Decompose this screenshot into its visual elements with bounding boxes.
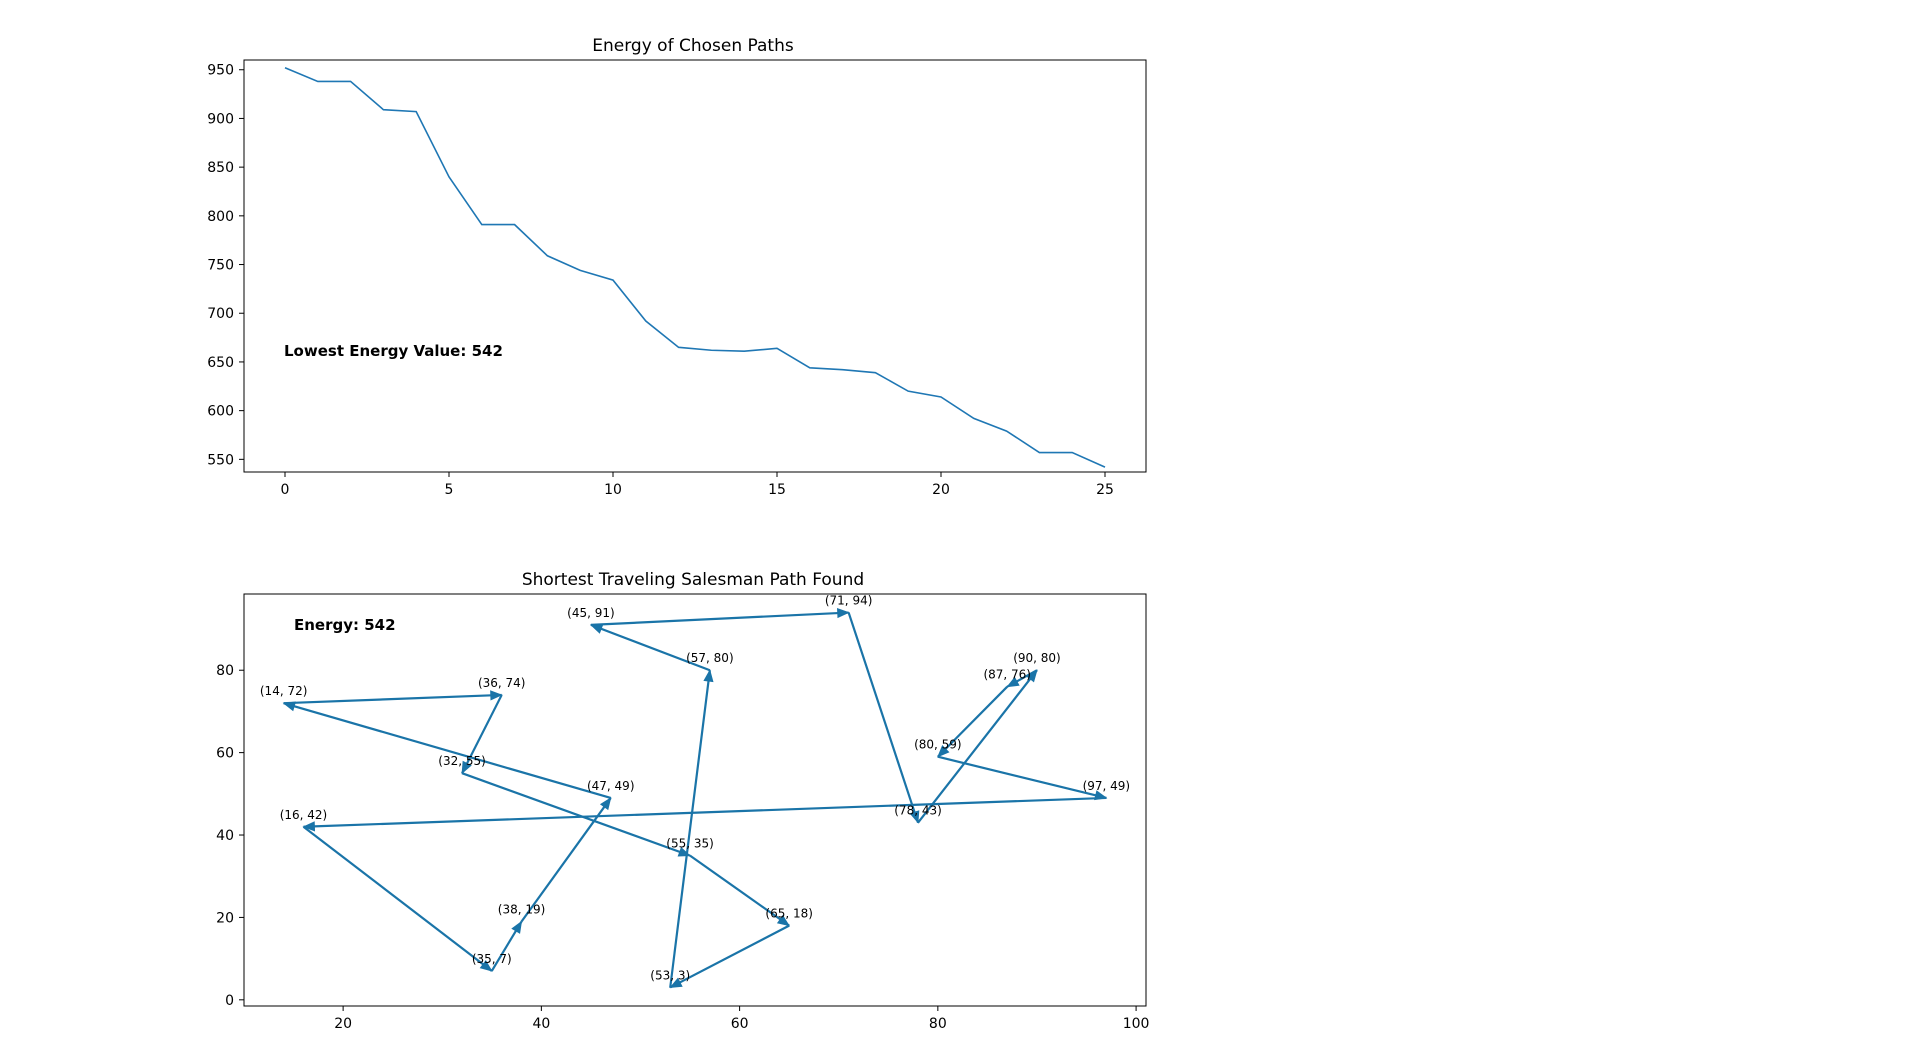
energy-chart-frame <box>243 59 1147 473</box>
path-arrowhead <box>479 960 493 972</box>
tsp-y-tick-label: 80 <box>216 663 234 679</box>
energy-chart-y-axis: 550 600 650 700 750 800 850 900 950 <box>207 63 244 468</box>
path-segment <box>669 924 790 989</box>
energy-y-tick-label: 800 <box>207 209 234 225</box>
point-label: (53, 3) <box>650 968 690 982</box>
point-label: (45, 91) <box>567 606 615 620</box>
energy-y-tick-label: 900 <box>207 111 234 127</box>
path-arrowhead <box>937 745 950 758</box>
tsp-y-tick-label: 0 <box>225 993 234 1009</box>
energy-x-tick-label: 10 <box>604 482 622 498</box>
path-arrowhead <box>909 810 920 824</box>
path-arrowhead <box>669 977 683 988</box>
tsp-y-tick-label: 20 <box>216 910 234 926</box>
path-segment <box>937 755 1107 800</box>
energy-y-tick-label: 750 <box>207 258 234 274</box>
tsp-chart-title: Shortest Traveling Salesman Path Found <box>522 570 864 590</box>
energy-y-tick-label: 650 <box>207 355 234 371</box>
energy-y-tick-label: 700 <box>207 306 234 322</box>
path-segment <box>302 825 493 972</box>
energy-chart: Energy of Chosen Paths 0 5 10 15 20 25 550 600… <box>207 36 1147 498</box>
tsp-point-labels: (45, 91) (71, 94) (57, 80) (90, 80) (87, 76)… <box>260 594 1130 983</box>
path-segment <box>917 669 1038 824</box>
point-label: (57, 80) <box>686 651 734 665</box>
energy-annotation: Energy: 542 <box>294 616 396 634</box>
path-segment <box>847 612 920 824</box>
path-arrowhead <box>776 914 791 927</box>
energy-x-tick-label: 5 <box>445 482 454 498</box>
tsp-path-chart: Shortest Traveling Salesman Path Found 2… <box>216 570 1149 1032</box>
energy-y-tick-label: 600 <box>207 404 234 420</box>
path-arrowhead <box>511 920 523 934</box>
path-segment <box>283 702 612 799</box>
path-segment <box>590 623 711 672</box>
path-segment <box>669 670 711 988</box>
point-label: (35, 7) <box>472 952 512 966</box>
point-label: (36, 74) <box>478 676 526 690</box>
energy-y-tick-label: 550 <box>207 452 234 468</box>
energy-x-tick-label: 20 <box>932 482 950 498</box>
energy-chart-title: Energy of Chosen Paths <box>592 36 794 56</box>
point-label: (80, 59) <box>914 738 962 752</box>
energy-line <box>284 67 1106 468</box>
tsp-x-tick-label: 100 <box>1123 1016 1150 1032</box>
tsp-x-tick-label: 40 <box>532 1016 550 1032</box>
energy-y-tick-label: 850 <box>207 160 234 176</box>
tsp-x-tick-label: 80 <box>929 1016 947 1032</box>
path-arrowhead <box>461 760 472 775</box>
point-label: (78, 43) <box>894 804 942 818</box>
point-label: (47, 49) <box>587 779 635 793</box>
energy-y-tick-label: 950 <box>207 63 234 79</box>
tsp-x-tick-label: 20 <box>334 1016 352 1032</box>
tsp-chart-frame <box>243 593 1147 1007</box>
tsp-x-tick-label: 60 <box>731 1016 749 1032</box>
path-segment <box>520 797 612 923</box>
point-label: (71, 94) <box>825 594 873 608</box>
path-arrowhead <box>490 690 503 701</box>
energy-x-tick-label: 15 <box>768 482 786 498</box>
tsp-chart-y-axis: 0 20 40 60 80 <box>216 663 244 1009</box>
point-label: (38, 19) <box>498 903 546 917</box>
path-segment <box>590 611 849 626</box>
path-segment <box>937 685 1009 758</box>
tsp-y-tick-label: 60 <box>216 746 234 762</box>
path-arrowhead <box>599 797 612 811</box>
point-label: (55, 35) <box>666 837 714 851</box>
energy-chart-x-axis: 0 5 10 15 20 25 <box>281 472 1114 498</box>
point-label: (65, 18) <box>765 907 813 921</box>
tsp-y-tick-label: 40 <box>216 828 234 844</box>
lowest-energy-annotation: Lowest Energy Value: 542 <box>284 342 503 360</box>
point-label: (32, 55) <box>438 754 486 768</box>
path-segment <box>689 854 790 927</box>
energy-x-tick-label: 0 <box>281 482 290 498</box>
point-label: (87, 76) <box>983 668 1031 682</box>
point-label: (90, 80) <box>1013 651 1061 665</box>
path-segment <box>461 772 691 857</box>
tsp-path <box>282 607 1108 989</box>
point-label: (14, 72) <box>260 684 308 698</box>
path-arrowhead <box>837 607 850 619</box>
path-segment <box>461 694 503 774</box>
path-segment <box>283 693 502 705</box>
path-arrowhead <box>1006 676 1020 688</box>
point-label: (16, 42) <box>280 808 328 822</box>
path-arrowhead <box>703 669 714 683</box>
path-segment <box>303 796 1107 828</box>
tsp-chart-x-axis: 20 40 60 80 100 <box>334 1006 1149 1032</box>
point-label: (97, 49) <box>1083 779 1131 793</box>
path-arrowhead <box>302 821 316 832</box>
energy-x-tick-label: 25 <box>1096 482 1114 498</box>
energy-series <box>284 67 1106 468</box>
